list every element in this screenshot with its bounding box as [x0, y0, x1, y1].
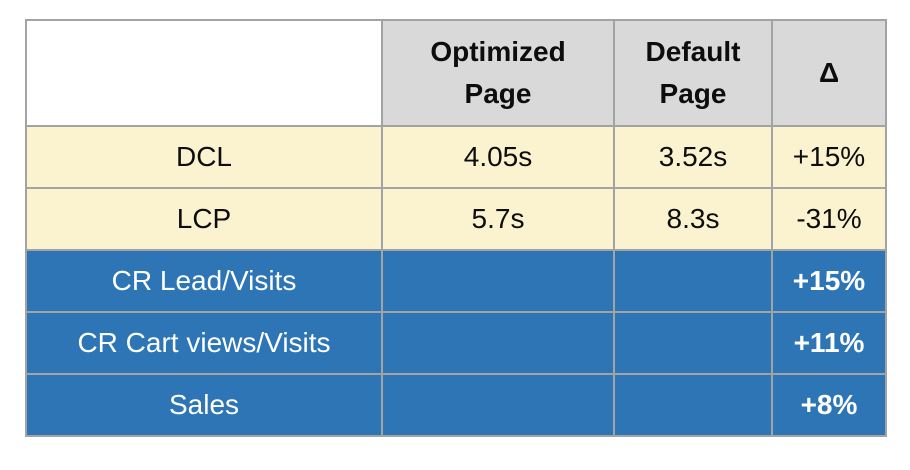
- row-label: CR Cart views/Visits: [25, 311, 383, 375]
- optimized-value: [381, 249, 615, 313]
- header-row: Optimized Page Default Page Δ: [25, 19, 887, 127]
- column-header-default-page: Default Page: [613, 19, 773, 127]
- delta-value: +8%: [771, 373, 887, 437]
- delta-value: +15%: [771, 249, 887, 313]
- default-value: 3.52s: [613, 125, 773, 189]
- table-row-cr-lead-visits: CR Lead/Visits +15%: [25, 249, 887, 313]
- table-row-lcp: LCP 5.7s 8.3s -31%: [25, 187, 887, 251]
- column-header-delta: Δ: [771, 19, 887, 127]
- column-header-optimized-page: Optimized Page: [381, 19, 615, 127]
- default-value: [613, 249, 773, 313]
- optimized-value: [381, 311, 615, 375]
- corner-cell: [25, 19, 383, 127]
- metrics-comparison-table: Optimized Page Default Page Δ DCL 4.05s …: [25, 19, 887, 437]
- optimized-value: [381, 373, 615, 437]
- row-label: DCL: [25, 125, 383, 189]
- row-label: LCP: [25, 187, 383, 251]
- row-label: Sales: [25, 373, 383, 437]
- table-row-cr-cart-views-visits: CR Cart views/Visits +11%: [25, 311, 887, 375]
- table-row-dcl: DCL 4.05s 3.52s +15%: [25, 125, 887, 189]
- table-row-sales: Sales +8%: [25, 373, 887, 437]
- delta-value: +15%: [771, 125, 887, 189]
- delta-value: +11%: [771, 311, 887, 375]
- optimized-value: 5.7s: [381, 187, 615, 251]
- delta-value: -31%: [771, 187, 887, 251]
- row-label: CR Lead/Visits: [25, 249, 383, 313]
- optimized-value: 4.05s: [381, 125, 615, 189]
- default-value: [613, 373, 773, 437]
- default-value: [613, 311, 773, 375]
- default-value: 8.3s: [613, 187, 773, 251]
